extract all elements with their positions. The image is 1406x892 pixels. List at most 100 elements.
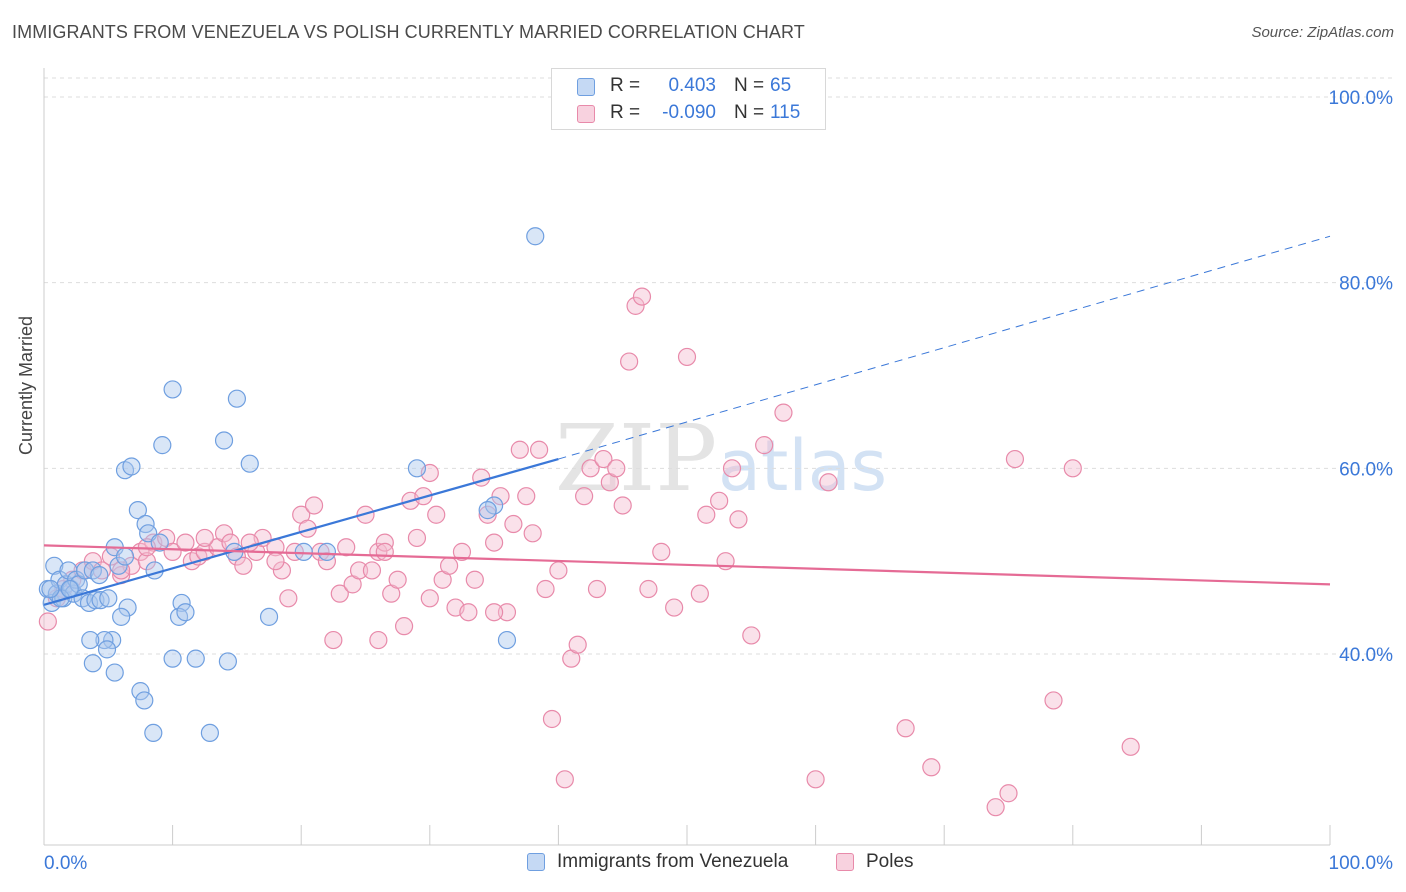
poles-point xyxy=(176,533,195,552)
poles-point xyxy=(163,542,182,561)
venezuela-point xyxy=(118,598,137,617)
poles-point xyxy=(369,630,388,650)
poles-point xyxy=(523,524,542,543)
poles-point xyxy=(626,296,645,315)
legend-r-label: R = xyxy=(610,75,641,96)
poles-point xyxy=(613,496,632,515)
poles-point xyxy=(375,533,394,552)
poles-point xyxy=(755,436,774,455)
legend-n-value: 65 xyxy=(770,75,792,96)
venezuela-point xyxy=(109,556,128,575)
venezuela-point xyxy=(122,457,141,476)
x-tick-label-max: 100.0% xyxy=(1329,853,1394,874)
legend-label-poles: Poles xyxy=(866,851,914,872)
venezuela-point xyxy=(497,630,517,650)
poles-point xyxy=(497,603,517,622)
venezuela-point xyxy=(294,542,313,561)
poles-point xyxy=(427,505,446,524)
correlation-legend: R = 0.403 N = 65 R = -0.090 N = 115 xyxy=(551,68,826,130)
legend-r-value: 0.403 xyxy=(668,75,716,96)
venezuela-point xyxy=(112,607,131,626)
poles-point xyxy=(266,552,285,571)
poles-trend-line xyxy=(43,544,1331,586)
poles-point xyxy=(722,459,742,478)
poles-point xyxy=(272,561,292,580)
venezuela-trend-extension xyxy=(558,235,1331,460)
venezuela-point xyxy=(186,649,205,668)
venezuela-point xyxy=(407,459,427,478)
y-axis-label: Currently Married xyxy=(16,315,36,455)
venezuela-point xyxy=(200,723,219,743)
legend-row-poles: R = -0.090 N = 115 xyxy=(552,102,825,128)
legend-label-venezuela: Immigrants from Venezuela xyxy=(557,851,789,872)
venezuela-point xyxy=(214,431,234,450)
legend-swatch-venezuela xyxy=(527,853,545,871)
venezuela-point xyxy=(176,603,195,622)
venezuela-point xyxy=(97,640,117,659)
poles-point xyxy=(742,626,761,645)
poles-point xyxy=(819,473,838,492)
venezuela-point xyxy=(259,607,279,626)
poles-point xyxy=(922,758,941,777)
legend-swatch-poles xyxy=(836,853,854,871)
poles-point xyxy=(439,556,459,575)
venezuela-point xyxy=(478,501,497,520)
poles-point xyxy=(330,584,349,603)
poles-point xyxy=(452,542,472,561)
poles-point xyxy=(394,617,414,636)
venezuela-point xyxy=(218,652,237,671)
poles-point xyxy=(304,496,324,515)
y-tick-label: 100.0% xyxy=(1329,88,1394,109)
poles-point xyxy=(234,556,253,575)
poles-point xyxy=(349,561,369,580)
venezuela-point xyxy=(103,630,122,650)
poles-point xyxy=(517,487,536,506)
watermark-zip: ZIP xyxy=(555,405,717,512)
poles-point xyxy=(620,352,639,371)
venezuela-trend-line xyxy=(43,457,559,606)
poles-point xyxy=(478,505,497,524)
poles-point xyxy=(375,542,394,561)
venezuela-point xyxy=(172,593,191,613)
legend-r-value: -0.090 xyxy=(662,102,716,123)
venezuela-point xyxy=(45,556,64,575)
poles-point xyxy=(639,579,658,599)
poles-point xyxy=(697,505,716,524)
poles-point xyxy=(337,538,356,557)
poles-point xyxy=(896,719,915,738)
legend-row-venezuela: R = 0.403 N = 65 xyxy=(552,75,825,101)
poles-point xyxy=(485,603,504,622)
poles-point xyxy=(362,561,382,580)
poles-point xyxy=(214,524,234,543)
poles-point xyxy=(729,510,748,529)
venezuela-point xyxy=(81,630,100,650)
venezuela-point xyxy=(99,589,118,608)
venezuela-point xyxy=(145,561,164,580)
venezuela-point xyxy=(83,654,102,673)
poles-point xyxy=(806,770,825,789)
poles-point xyxy=(587,579,607,599)
venezuela-point xyxy=(153,436,172,455)
legend-n-label: N = xyxy=(734,102,765,123)
chart-source: Source: ZipAtlas.com xyxy=(1251,24,1394,41)
poles-point xyxy=(1005,449,1025,469)
poles-point xyxy=(581,459,600,478)
y-tick-label: 40.0% xyxy=(1339,645,1393,666)
poles-point xyxy=(1044,691,1063,710)
legend-n-value: 115 xyxy=(770,102,801,123)
poles-point xyxy=(195,528,214,548)
venezuela-point xyxy=(105,663,124,682)
venezuela-point xyxy=(135,691,154,710)
venezuela-point xyxy=(76,561,95,580)
poles-point xyxy=(530,440,549,459)
venezuela-point xyxy=(150,533,169,552)
venezuela-point xyxy=(163,380,182,399)
poles-point xyxy=(986,798,1005,817)
poles-point xyxy=(677,347,697,367)
y-tick-label: 80.0% xyxy=(1339,274,1393,295)
venezuela-point xyxy=(128,501,147,520)
poles-point xyxy=(465,570,484,589)
y-tick-label: 60.0% xyxy=(1339,459,1393,480)
poles-point xyxy=(388,570,407,589)
